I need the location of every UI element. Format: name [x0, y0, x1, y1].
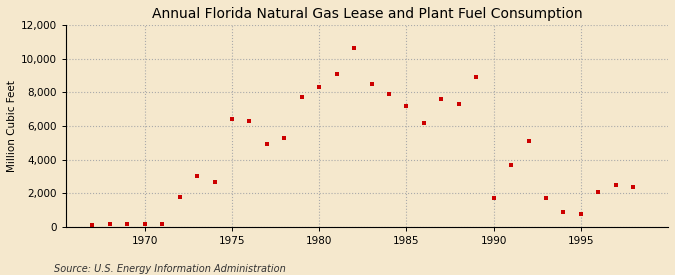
Text: Source: U.S. Energy Information Administration: Source: U.S. Energy Information Administ…: [54, 264, 286, 274]
Title: Annual Florida Natural Gas Lease and Plant Fuel Consumption: Annual Florida Natural Gas Lease and Pla…: [152, 7, 583, 21]
Y-axis label: Million Cubic Feet: Million Cubic Feet: [7, 80, 17, 172]
